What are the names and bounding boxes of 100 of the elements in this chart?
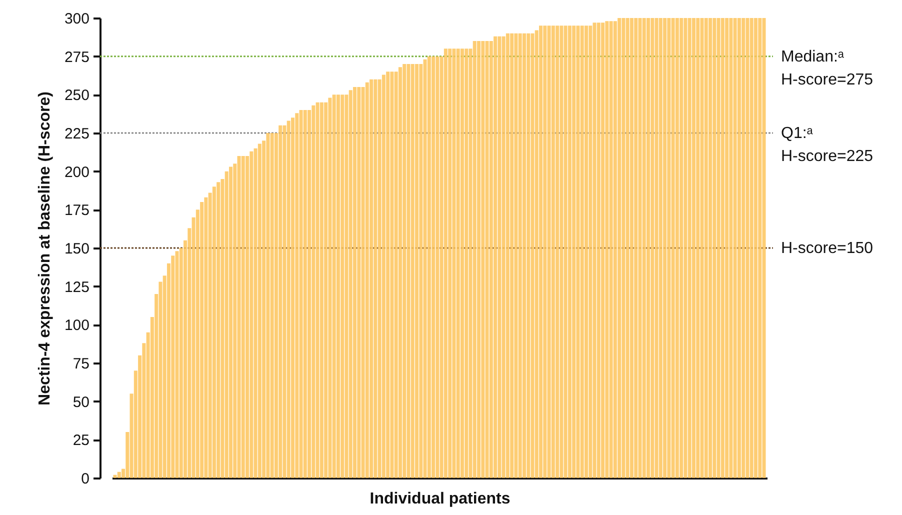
bar [460,48,464,478]
bar [278,125,282,478]
bar [386,72,390,478]
bar [712,18,716,478]
bar [452,48,456,478]
bar [700,18,704,478]
bar [286,120,290,478]
bar [266,133,270,478]
bar [204,197,208,478]
y-tick-label: 200 [64,164,90,181]
bar [622,18,626,478]
bar [514,33,518,478]
bar [510,33,514,478]
y-tick-label: 225 [64,126,90,142]
bar [684,18,688,478]
bar [626,18,630,478]
bar [680,18,684,478]
bar [556,26,560,478]
bar [353,87,357,478]
bar [456,48,460,478]
bar [522,33,526,478]
bar [762,18,766,478]
bar [526,33,530,478]
bar [618,18,622,478]
bar [502,36,506,478]
bar [704,18,708,478]
y-tick-label: 75 [72,356,90,372]
bar [601,22,605,478]
bar [720,18,724,478]
bar [630,18,634,478]
y-tick-label: 50 [72,394,90,411]
bar [572,26,576,478]
bar [498,36,502,478]
bar [410,64,414,478]
bar [716,18,720,478]
bar [258,144,262,478]
bar [250,151,254,478]
bar [432,56,436,478]
bar [332,94,336,478]
bar [596,22,600,478]
bar [675,18,679,478]
bar [568,26,572,478]
bar [692,18,696,478]
y-tick-label: 275 [64,48,90,66]
bar [398,67,402,478]
x-axis-title: Individual patients [370,490,510,508]
bar [390,72,394,478]
bar [406,64,410,478]
bar [494,36,498,478]
bar [316,102,320,478]
bar [485,41,489,478]
bar [320,102,324,478]
y-tick-label: 150 [64,240,90,258]
bar [464,48,468,478]
bar [382,74,386,478]
bar [584,26,588,478]
bar [708,18,712,478]
y-tick-label: 125 [64,278,90,296]
bar [477,41,481,478]
bar [634,18,638,478]
bar [725,18,729,478]
y-tick-label: 300 [64,10,90,28]
bar [576,26,580,478]
y-tick-label: 175 [64,202,90,220]
bar [436,56,440,478]
bar [365,82,369,478]
bar [117,472,121,478]
bar [340,94,344,478]
bar [742,18,746,478]
bar [481,41,485,478]
bar [415,64,419,478]
bar [312,105,316,478]
bar [216,182,220,478]
bar [646,18,650,478]
bar [754,18,758,478]
bar [654,18,658,478]
bar [650,18,654,478]
bar [746,18,750,478]
bar [270,133,274,478]
ref-line-label: Median:ᵃ H-score=275 [781,48,874,88]
y-tick-label: 100 [64,317,90,334]
ref-line-label: Q1:ᵃ H-score=225 [781,125,874,165]
bar [737,18,741,478]
bar [303,110,307,478]
bar [609,21,613,478]
y-tick-label: 250 [64,87,90,104]
y-tick-label: 0 [81,470,90,488]
bar [423,59,427,478]
bar [642,18,646,478]
bar [605,21,609,478]
bar [228,166,232,478]
bar [733,18,737,478]
bar [547,26,551,478]
bar [758,18,762,478]
bar [472,41,476,478]
bar [592,22,596,478]
bar [696,18,700,478]
bar [374,79,378,478]
bar [667,18,671,478]
bar [663,18,667,478]
